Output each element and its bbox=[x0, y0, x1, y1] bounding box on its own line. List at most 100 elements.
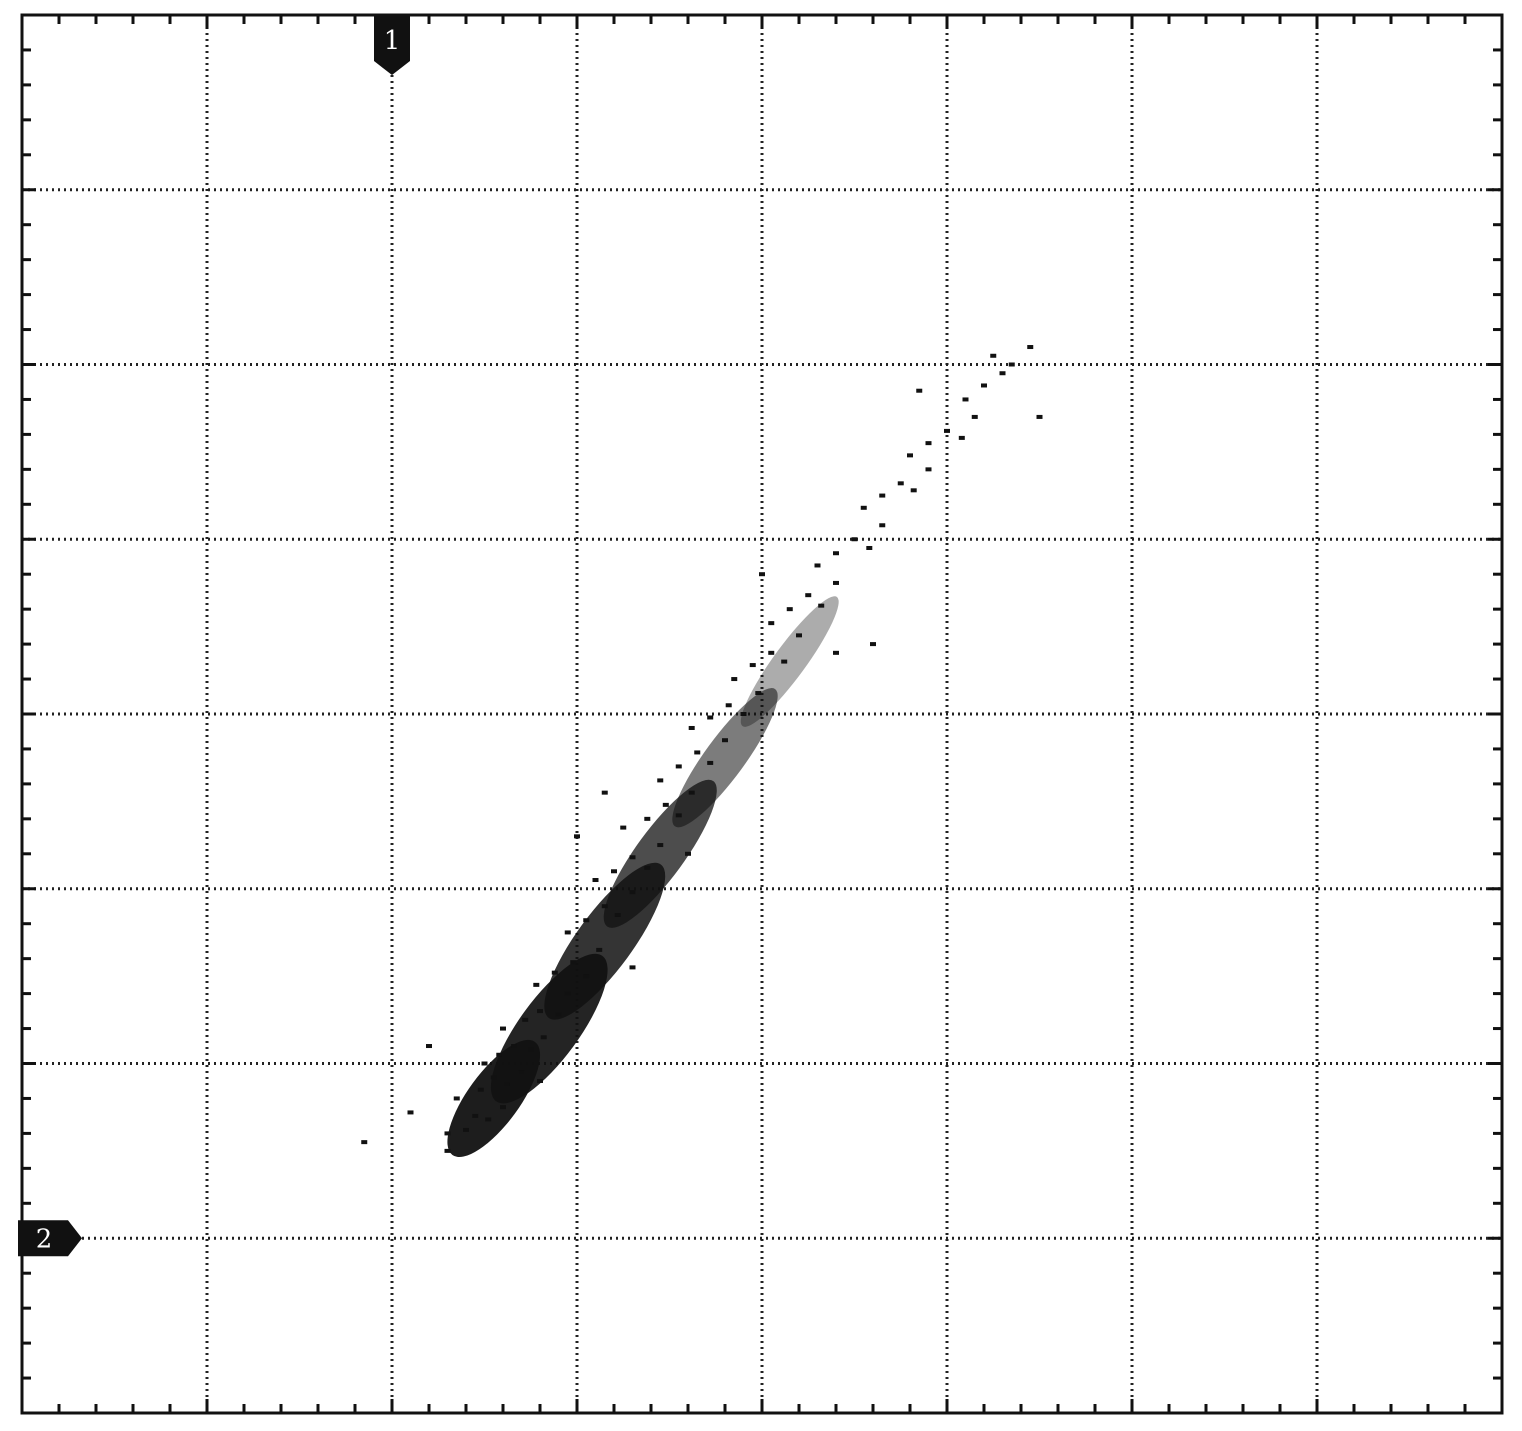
scatter-point bbox=[444, 1131, 451, 1136]
scatter-point bbox=[879, 523, 886, 528]
scatter-point bbox=[472, 1113, 479, 1118]
scatter-point bbox=[749, 663, 756, 668]
scatter-point bbox=[814, 563, 821, 568]
scatter-point bbox=[522, 1017, 529, 1022]
scatter-point bbox=[583, 974, 590, 979]
scatter-point bbox=[564, 991, 571, 996]
scatter-point bbox=[592, 878, 599, 883]
scatter-point bbox=[866, 545, 873, 550]
graticule-grid bbox=[22, 15, 1502, 1413]
scatter-point bbox=[897, 481, 904, 486]
scatter-points bbox=[361, 345, 1043, 1153]
scatter-point bbox=[477, 1087, 484, 1092]
scatter-point bbox=[518, 1070, 525, 1075]
scatter-point bbox=[805, 593, 812, 598]
scatter-point bbox=[533, 982, 540, 987]
scatter-point bbox=[527, 1047, 534, 1052]
scatter-point bbox=[657, 778, 664, 783]
scatter-point bbox=[629, 855, 636, 860]
scatter-point bbox=[620, 825, 627, 830]
scatter-point bbox=[564, 930, 571, 935]
scatter-point bbox=[925, 441, 932, 446]
scatter-point bbox=[907, 453, 913, 458]
scatter-point bbox=[990, 353, 997, 358]
scatter-point bbox=[833, 580, 839, 585]
scatter-point bbox=[833, 551, 839, 556]
scatter-point bbox=[503, 1082, 510, 1087]
scatter-point bbox=[551, 970, 558, 975]
scatter-point bbox=[925, 467, 932, 472]
scatter-point bbox=[796, 633, 802, 638]
scatter-point bbox=[694, 750, 701, 755]
scatter-point bbox=[707, 760, 714, 765]
cursor-marker-label: 2 bbox=[36, 1224, 53, 1254]
scatter-point bbox=[981, 383, 987, 388]
scatter-point bbox=[407, 1110, 414, 1115]
scatter-point bbox=[596, 947, 603, 952]
scatter-point bbox=[537, 1009, 543, 1014]
scatter-point bbox=[453, 1096, 460, 1101]
plot-frame bbox=[20, 13, 1504, 1415]
scatter-point bbox=[444, 1148, 451, 1153]
scatter-point bbox=[614, 912, 621, 917]
scatter-point bbox=[944, 428, 950, 433]
scatter-point bbox=[1036, 414, 1043, 419]
scatter-point bbox=[611, 869, 617, 874]
scatter-point bbox=[662, 802, 669, 807]
scatter-point bbox=[490, 1075, 497, 1080]
scatter-point bbox=[910, 488, 917, 493]
scatter-point bbox=[722, 738, 728, 743]
scatter-point bbox=[833, 650, 839, 655]
scatter-point bbox=[511, 1044, 518, 1049]
scatter-point bbox=[500, 1026, 506, 1031]
scatter-point bbox=[500, 1105, 506, 1110]
scatter-point bbox=[361, 1140, 368, 1145]
scatter-point bbox=[731, 677, 738, 682]
cursor-markers: 12 bbox=[18, 15, 410, 1257]
scatter-point bbox=[685, 851, 691, 856]
scatter-point bbox=[657, 843, 664, 848]
cursor-marker-1: 1 bbox=[374, 15, 410, 75]
scatter-point bbox=[555, 1012, 562, 1017]
scatter-point bbox=[629, 890, 636, 895]
cursor-marker-label: 1 bbox=[384, 26, 401, 56]
scatter-point bbox=[818, 603, 825, 608]
scatter-point bbox=[688, 725, 695, 730]
scatter-point bbox=[601, 904, 608, 909]
scatter-point bbox=[768, 650, 775, 655]
scatter-point bbox=[999, 371, 1006, 376]
scatter-point bbox=[781, 659, 788, 664]
scatter-point bbox=[601, 790, 608, 795]
scatter-point bbox=[958, 435, 965, 440]
scatter-point bbox=[971, 414, 978, 419]
scatter-point bbox=[496, 1052, 503, 1057]
scatter-point bbox=[675, 764, 682, 769]
scatter-point bbox=[629, 965, 636, 970]
scatter-point bbox=[707, 715, 714, 720]
scatter-point bbox=[1008, 362, 1015, 367]
scatter-point bbox=[870, 642, 876, 647]
cursor-marker-2: 2 bbox=[18, 1220, 82, 1257]
scatter-density bbox=[740, 596, 839, 727]
scatter-point bbox=[574, 834, 580, 839]
scatter-point bbox=[1027, 345, 1034, 350]
scatter-point bbox=[755, 691, 762, 696]
scatter-point bbox=[688, 790, 695, 795]
scatter-point bbox=[740, 712, 747, 716]
scatter-point bbox=[916, 388, 923, 393]
scatter-point bbox=[725, 703, 732, 708]
scatter-density bbox=[672, 688, 778, 828]
scatter-point bbox=[962, 397, 969, 402]
scatter-point bbox=[860, 505, 867, 510]
scatter-point bbox=[851, 537, 858, 542]
scatter-point bbox=[426, 1044, 432, 1049]
scatter-point bbox=[644, 816, 651, 821]
cursor-marker-shape bbox=[18, 1220, 82, 1257]
scatter-point bbox=[540, 1035, 547, 1040]
scatter-point bbox=[537, 1078, 543, 1083]
cursor-marker-shape bbox=[374, 15, 410, 75]
scatter-point bbox=[786, 607, 793, 612]
scatter-point bbox=[463, 1127, 469, 1132]
scatter-point bbox=[759, 572, 765, 577]
